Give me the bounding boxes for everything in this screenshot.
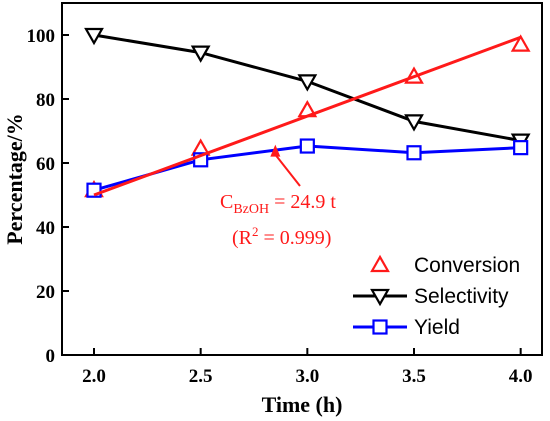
series-group: [84, 27, 531, 198]
plot-frame: [61, 2, 543, 356]
legend-selectivity-label: Selectivity: [414, 285, 509, 308]
fit-line-group: [93, 35, 522, 197]
x-tick-label: 4.0: [509, 366, 533, 387]
r-squared: (R2 = 0.999): [232, 224, 331, 249]
legend-yield-marker: [372, 319, 388, 335]
fit-equation-subscript: BzOH: [233, 202, 269, 217]
r-squared-open: (R: [232, 227, 253, 249]
fit-equation: CBzOH = 24.9 t: [220, 191, 336, 217]
y-tick-label: 0: [46, 346, 56, 367]
yield-point: [406, 145, 422, 161]
x-tick-label: 3.0: [295, 366, 319, 387]
yield-point: [299, 138, 315, 154]
x-axis-title: Time (h): [262, 392, 343, 417]
selectivity-point: [297, 74, 318, 92]
x-tick-label: 2.0: [82, 366, 106, 387]
annotation: CBzOH = 24.9 t (R2 = 0.999): [220, 144, 336, 249]
selectivity-point: [84, 27, 104, 46]
y-axis-title: Percentage/%: [2, 113, 27, 245]
legend-selectivity-marker: [370, 288, 390, 307]
y-tick-label: 100: [27, 26, 56, 47]
fit-equation-variable: C: [220, 191, 233, 213]
legend-conversion-marker: [370, 254, 390, 273]
selectivity-point: [190, 45, 211, 63]
axes: 2.0 2.5 3.0 3.5 4.0 0 20 40 60 80 100: [27, 26, 533, 387]
fit-equation-rest: = 24.9 t: [269, 191, 336, 213]
x-tick-label: 3.5: [402, 366, 426, 387]
y-tick-label: 40: [36, 218, 55, 239]
linear-fit-line: [93, 35, 522, 197]
x-tick-label: 2.5: [189, 366, 213, 387]
conversion-point: [510, 34, 531, 52]
r-squared-rest: = 0.999): [259, 227, 332, 249]
yield-point: [513, 140, 529, 156]
y-tick-label: 20: [36, 282, 55, 303]
selectivity-point: [404, 114, 424, 132]
y-tick-label: 80: [36, 90, 55, 111]
legend-yield-label: Yield: [414, 316, 460, 339]
legend: Conversion Selectivity Yield: [353, 254, 520, 339]
annotation-arrow-shaft: [274, 153, 301, 187]
legend-conversion-label: Conversion: [414, 254, 520, 277]
r-squared-superscript: 2: [252, 224, 259, 239]
y-tick-label: 60: [36, 154, 55, 175]
annotation-arrow-head: [270, 144, 281, 157]
